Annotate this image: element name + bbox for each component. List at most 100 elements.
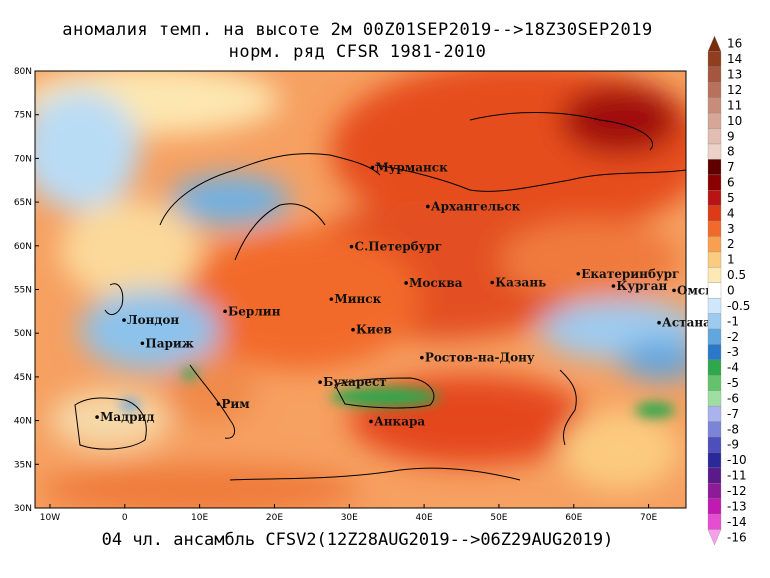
city-label: С.Петербург <box>355 240 443 254</box>
city-label: Киев <box>356 323 392 337</box>
city-label: Астана <box>662 316 711 330</box>
colorbar-label: -2 <box>727 330 739 344</box>
ensemble-caption: 04 чл. ансамбль CFSV2(12Z28AUG2019-->06Z… <box>101 530 614 550</box>
city-marker <box>369 419 373 424</box>
city-label: Екатеринбург <box>581 267 679 281</box>
lat-label: 40N <box>14 417 32 427</box>
city-marker <box>349 244 354 249</box>
colorbar-swatch <box>707 112 722 129</box>
city-marker <box>576 271 581 276</box>
colorbar-swatch <box>707 483 722 499</box>
colorbar-label: -10 <box>727 453 747 467</box>
lat-label: 30N <box>14 504 32 514</box>
city-label: Минск <box>334 292 381 306</box>
colorbar-swatch <box>707 375 722 391</box>
colorbar-label: 0 <box>727 284 735 298</box>
colorbar-label: -6 <box>727 391 739 405</box>
colorbar-swatch <box>707 328 722 345</box>
colorbar-swatch <box>707 529 722 546</box>
city-label: Лондон <box>127 313 179 327</box>
colorbar-swatch <box>707 436 722 453</box>
lat-label: 45N <box>14 373 32 383</box>
chart-title: аномалия темп. на высоте 2м 00Z01SEP2019… <box>62 20 653 40</box>
lon-label: 40E <box>416 513 433 523</box>
city-label: Бухарест <box>323 375 387 389</box>
colorbar-label: 11 <box>727 98 742 112</box>
colorbar-label: -7 <box>727 407 739 421</box>
colorbar-label: -3 <box>727 345 739 359</box>
lat-label: 55N <box>14 286 32 296</box>
colorbar-swatch <box>707 236 722 253</box>
colorbar-swatch <box>707 190 722 206</box>
city-label: Берлин <box>228 304 281 318</box>
colorbar-swatch <box>707 159 722 175</box>
colorbar-label: -16 <box>727 530 747 544</box>
colorbar-swatch <box>707 359 722 376</box>
city-marker <box>611 284 616 288</box>
lon-label: 0 <box>122 513 128 523</box>
colorbar-swatch <box>707 421 722 438</box>
city-label: Анкара <box>374 414 425 428</box>
colorbar-swatch <box>707 267 722 283</box>
colorbar-label: -5 <box>727 376 739 390</box>
colorbar-label: -1 <box>727 314 739 328</box>
city-marker <box>370 165 375 170</box>
city-marker <box>122 318 126 322</box>
colorbar-swatch <box>707 51 722 67</box>
city-marker <box>657 320 661 325</box>
colorbar-swatch <box>707 452 722 469</box>
colorbar-swatch <box>707 97 722 114</box>
coastlines <box>74 112 686 481</box>
city-marker <box>216 402 221 406</box>
lat-label: 70N <box>14 154 32 164</box>
colorbar-label: -14 <box>727 515 747 529</box>
city-label: Рим <box>221 397 250 411</box>
colorbar-swatch <box>707 251 722 268</box>
colorbar-label: -9 <box>727 438 739 452</box>
chart-subtitle: норм. ряд CFSR 1981-2010 <box>228 42 487 62</box>
colorbar-swatch <box>707 82 722 98</box>
city-label: Ростов-на-Дону <box>425 351 535 365</box>
colorbar-label: 2 <box>727 237 735 251</box>
colorbar-label: 5 <box>727 191 735 205</box>
colorbar-swatch <box>707 467 722 484</box>
colorbar-label: 0.5 <box>727 268 746 282</box>
colorbar-swatch <box>707 66 722 83</box>
city-label: Архангельск <box>431 199 521 213</box>
city-marker <box>318 380 322 384</box>
city-label: Мурманск <box>375 160 448 174</box>
lon-label: 50E <box>490 513 507 523</box>
city-marker <box>420 355 424 360</box>
lon-label: 10E <box>191 513 208 523</box>
colorbar-label: -8 <box>727 422 739 436</box>
city-label: Мадрид <box>100 410 154 424</box>
colorbar-swatch <box>707 220 722 237</box>
lat-label: 80N <box>14 67 32 77</box>
colorbar-label: 6 <box>727 176 735 190</box>
city-label: Омск <box>677 283 714 297</box>
lat-label: 65N <box>14 198 32 208</box>
colorbar-label: 16 <box>727 37 742 51</box>
colorbar-label: -0.5 <box>727 299 750 313</box>
colorbar-label: -13 <box>727 499 747 513</box>
colorbar-swatch <box>707 298 722 314</box>
city-marker <box>223 309 227 314</box>
colorbar-swatch <box>707 498 722 515</box>
colorbar-label: -11 <box>727 469 747 483</box>
city-label: Москва <box>409 276 463 290</box>
colorbar-swatch <box>707 174 722 191</box>
colorbar-label: 13 <box>727 68 742 82</box>
colorbar-swatch <box>707 344 722 361</box>
city-label: Курган <box>616 279 667 293</box>
anomaly-field <box>35 71 686 508</box>
colorbar-label: 4 <box>727 206 735 220</box>
colorbar-swatch <box>707 390 722 407</box>
lon-label: 10W <box>40 513 60 523</box>
colorbar-label: 8 <box>727 145 735 159</box>
city-marker <box>95 415 99 419</box>
city-marker <box>404 281 408 285</box>
colorbar-swatch <box>707 128 722 145</box>
lon-label: 30E <box>341 513 358 523</box>
colorbar-label: -4 <box>727 361 739 375</box>
